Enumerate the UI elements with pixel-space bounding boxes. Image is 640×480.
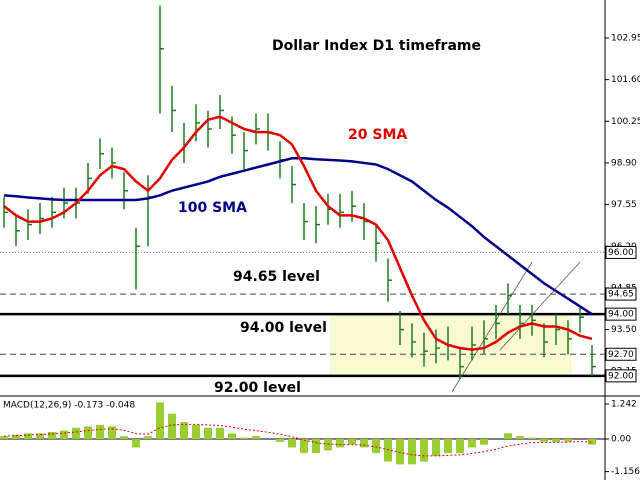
level-label: 94.00 [608, 310, 634, 320]
macd-bar [300, 439, 308, 454]
macd-bar [108, 426, 116, 440]
y-tick-label: -1.156 [611, 467, 640, 477]
macd-bar [72, 427, 80, 440]
macd-title: MACD(12,26,9) -0.173 -0.048 [3, 401, 135, 411]
macd-bar [144, 436, 152, 440]
macd-bar [252, 436, 260, 440]
macd-bar [0, 436, 8, 440]
macd-bar [552, 439, 560, 442]
macd-bar [468, 439, 476, 448]
y-tick-label: 97.55 [611, 200, 637, 210]
annotation: 94.00 level [240, 320, 327, 336]
macd-bar [312, 439, 320, 454]
y-tick-label: 102.95 [611, 33, 640, 43]
macd-bar [12, 434, 20, 440]
level-label: 96.00 [608, 248, 634, 258]
macd-bar [204, 427, 212, 440]
annotation: 94.65 level [233, 269, 320, 285]
y-tick-label: 0.00 [611, 435, 631, 445]
macd-bar [384, 439, 392, 462]
macd-bar [240, 437, 248, 440]
macd-bar [324, 439, 332, 451]
macd-bar [516, 436, 524, 440]
macd-bar [396, 439, 404, 465]
macd-bar [348, 439, 356, 445]
macd-bar [276, 439, 284, 442]
macd-bar [288, 439, 296, 448]
macd-bar [180, 422, 188, 440]
macd-bar [420, 439, 428, 462]
macd-bar [564, 439, 572, 442]
macd-bar [408, 439, 416, 465]
level-label-box [605, 245, 637, 259]
macd-bar [24, 433, 32, 440]
macd-bar [60, 430, 68, 440]
macd-bar [156, 402, 164, 440]
macd-bar [540, 439, 548, 442]
chart-title: Dollar Index D1 timeframe [272, 38, 481, 54]
level-label-box [605, 287, 637, 301]
macd-bar [96, 424, 104, 440]
y-tick-label: 101.60 [611, 75, 640, 85]
level-label: 92.00 [608, 371, 634, 381]
macd-bar [216, 427, 224, 440]
y-tick-label: 98.90 [611, 158, 637, 168]
macd-bar [528, 437, 536, 440]
level-label: 92.70 [608, 350, 634, 360]
level-label-box [605, 369, 637, 383]
macd-bar [504, 433, 512, 440]
macd-bar [36, 433, 44, 440]
channel-line [451, 261, 533, 393]
macd-bar [456, 439, 464, 454]
levels-layer [0, 251, 605, 378]
y-tick-label: 93.50 [611, 325, 637, 335]
macd-bar [48, 431, 56, 440]
macd-bar [444, 439, 452, 454]
y-tick-label: 100.25 [611, 117, 640, 127]
macd-bar [168, 413, 176, 440]
macd-bar [336, 439, 344, 448]
annotation: 20 SMA [348, 127, 407, 143]
level-label: 94.65 [608, 290, 634, 300]
macd-bar [432, 439, 440, 456]
macd-bar [228, 433, 236, 440]
macd-bar [480, 439, 488, 445]
macd-bar [360, 439, 368, 448]
annotation: 100 SMA [178, 200, 247, 216]
sma100-line [3, 157, 593, 316]
macd-bar [120, 436, 128, 440]
macd-bar [84, 426, 92, 440]
sma20-line [3, 115, 593, 351]
macd-layer [0, 402, 605, 465]
macd-bar [132, 439, 140, 448]
macd-bar [588, 439, 596, 445]
axis-layer: 102.95101.60100.2598.9097.5596.2094.8593… [605, 33, 640, 477]
annotation: 92.00 level [214, 380, 301, 396]
level-label-box [605, 347, 637, 361]
signal-line [3, 423, 593, 457]
level-label-box [605, 307, 637, 321]
macd-bar [192, 424, 200, 440]
y-tick-label: 1.242 [611, 400, 637, 410]
channel-line [499, 261, 581, 351]
macd-bar [372, 439, 380, 454]
price-layer [3, 5, 596, 379]
